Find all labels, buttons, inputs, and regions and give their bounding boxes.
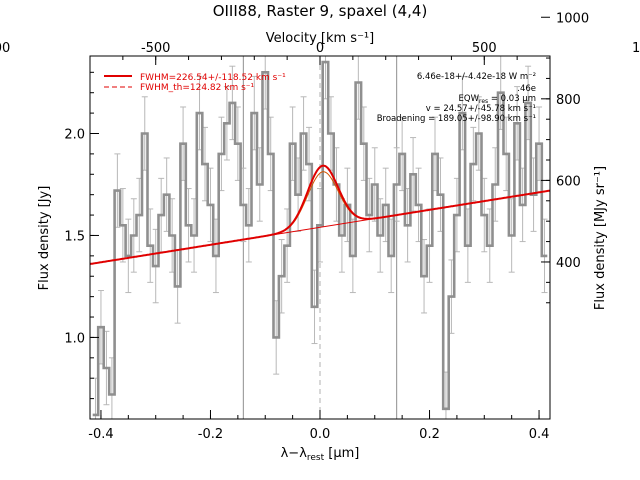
y-tick-label: 1.5 [64, 229, 85, 244]
right-tick-label: 1000 [556, 11, 589, 26]
annotations: 6.46e-18+/-4.42e-18 W m⁻² .46e EQWres = … [377, 72, 536, 124]
x-tick-label: -0.2 [198, 427, 223, 442]
fit-line [89, 164, 551, 265]
x-axis-label: λ−λrest [μm] [281, 446, 360, 463]
top-tick-label: -1000 [0, 41, 10, 56]
x-tick-label: 0.4 [529, 427, 550, 442]
annotation-ew-sub: res [479, 98, 488, 105]
x-tick-label: -0.4 [88, 427, 113, 442]
top-tick-label: 500 [472, 41, 497, 56]
top-tick-label: -500 [141, 41, 171, 56]
right-axis-label: Flux density [MJy sr⁻¹] [593, 166, 608, 310]
annotation-ew-value: = 0.03 μm [488, 94, 536, 104]
legend-fwhm-label: FWHM=226.54+/-118.52 km s⁻¹ [140, 73, 286, 83]
annotation-ratio: .46e [517, 84, 536, 94]
y-tick-label: 1.0 [64, 331, 85, 346]
x-tick-label: 0.0 [310, 427, 331, 442]
x-axis-label-unit: [μm] [324, 446, 359, 461]
top-tick-label: 1000 [632, 41, 640, 56]
y-tick-label: 2.0 [64, 127, 85, 142]
x-axis-label-sub: rest [307, 453, 325, 463]
spectrum-line [92, 60, 548, 417]
legend-fwhm-th-label: FWHM_th=124.82 km s⁻¹ [140, 83, 255, 93]
annotation-ew: EQWres = 0.03 μm [459, 94, 536, 105]
top-tick-label: 0 [316, 41, 324, 56]
top-axis-label: Velocity [km s⁻¹] [266, 31, 374, 46]
right-tick-label: 800 [556, 93, 581, 108]
y-axis-label: Flux density [Jy] [37, 186, 52, 291]
right-tick-label: 400 [556, 256, 581, 271]
x-axis-label-main: λ−λ [281, 446, 308, 461]
annotation-broadening: Broadening = 189.05+/-98.90 km s⁻¹ [377, 114, 536, 124]
tick-layer: -0.4 -0.2 0.0 0.2 0.4 1.0 1.5 2.0 -1000 -500 0 500 1… [0, 11, 640, 442]
data-layer [89, 55, 551, 420]
legend: FWHM=226.54+/-118.52 km s⁻¹ FWHM_th=124.… [104, 73, 286, 93]
annotation-ew-main: EQW [459, 94, 480, 104]
x-tick-label: 0.2 [419, 427, 440, 442]
annotation-flux: 6.46e-18+/-4.42e-18 W m⁻² [417, 72, 536, 82]
right-tick-label: 600 [556, 174, 581, 189]
chart-title: OIII88, Raster 9, spaxel (4,4) [213, 2, 428, 20]
annotation-velocity: v = 24.57+/-45.78 km s⁻¹ [426, 104, 536, 114]
